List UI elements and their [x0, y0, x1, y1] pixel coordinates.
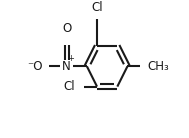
- Text: +: +: [68, 54, 74, 63]
- Text: Cl: Cl: [64, 80, 75, 93]
- Text: ⁻O: ⁻O: [27, 60, 43, 73]
- Text: O: O: [62, 22, 71, 35]
- Text: N: N: [62, 60, 71, 73]
- Text: CH₃: CH₃: [148, 60, 170, 73]
- Text: Cl: Cl: [91, 1, 103, 14]
